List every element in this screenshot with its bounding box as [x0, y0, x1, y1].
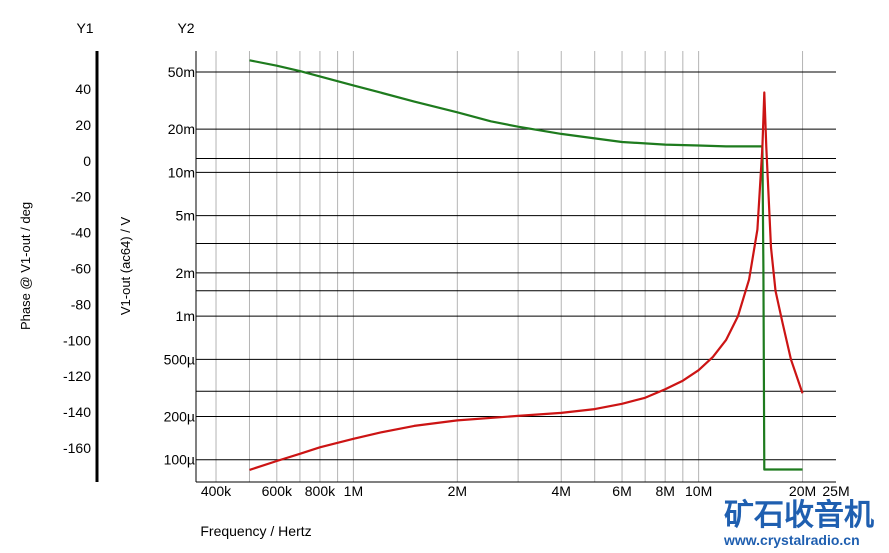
y2-tick-label: 200µ — [164, 408, 195, 424]
y1-heading: Y1 — [76, 20, 93, 36]
y1-tick-label: -100 — [63, 332, 91, 348]
watermark-url: www.crystalradio.cn — [724, 532, 860, 548]
y1-tick-label: -40 — [71, 225, 91, 241]
y1-tick-label: -120 — [63, 368, 91, 384]
y2-axis-label: V1-out (ac64) / V — [118, 217, 133, 316]
y2-tick-label: 100µ — [164, 452, 195, 468]
y2-tick-label: 10m — [168, 164, 195, 180]
x-tick-label: 8M — [655, 483, 674, 499]
y1-tick-label: 20 — [75, 117, 91, 133]
y2-axis: Y2 50m 20m 10m 5m 2m 1m 500µ 200µ 100µ V1-out (ac6… — [118, 20, 195, 468]
y2-tick-label: 50m — [168, 64, 195, 80]
series-line-2 — [249, 91, 804, 471]
x-tick-label: 20M — [789, 483, 816, 499]
x-tick-label: 800k — [305, 483, 336, 499]
x-tick-label: 10M — [685, 483, 712, 499]
x-tick-label: 2M — [448, 483, 467, 499]
y1-axis: Y1 40 20 0 -20 -40 -60 -80 -100 -120 -140 -160 Phase… — [18, 20, 99, 482]
y1-tick-label: -80 — [71, 296, 91, 312]
x-tick-label: 4M — [552, 483, 571, 499]
y1-tick-label: -60 — [71, 261, 91, 277]
y2-tick-label: 1m — [176, 308, 195, 324]
y1-tick-label: -20 — [71, 189, 91, 205]
grid — [196, 51, 836, 482]
y1-tick-label: 40 — [75, 81, 91, 97]
x-tick-label: 1M — [344, 483, 363, 499]
y1-tick-label: -140 — [63, 404, 91, 420]
x-tick-label: 25M — [822, 483, 849, 499]
y1-tick-label: 0 — [83, 153, 91, 169]
series-line-1 — [249, 59, 803, 471]
y1-axis-label: Phase @ V1-out / deg — [18, 202, 33, 330]
y2-tick-label: 500µ — [164, 351, 195, 367]
watermark-logo-text: 矿石收音机 — [724, 498, 874, 533]
y2-tick-label: 5m — [176, 208, 195, 224]
y2-tick-label: 2m — [176, 265, 195, 281]
x-tick-label: 600k — [262, 483, 293, 499]
x-axis: 400k 600k 800k 1M 2M 4M 6M 8M 10M 20M 25M Frequency… — [200, 483, 849, 539]
y1-tick-label: -160 — [63, 440, 91, 456]
x-axis-label: Frequency / Hertz — [200, 523, 311, 539]
y2-tick-label: 20m — [168, 121, 195, 137]
plot-frame — [195, 51, 836, 483]
x-tick-label: 6M — [612, 483, 631, 499]
x-tick-label: 400k — [201, 483, 232, 499]
y2-heading: Y2 — [177, 20, 194, 36]
series — [249, 59, 804, 471]
